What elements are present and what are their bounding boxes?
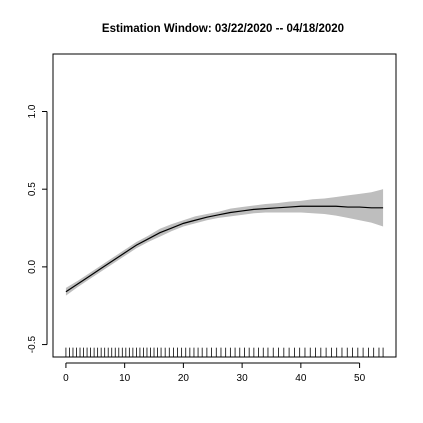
- rug-layer: [65, 347, 384, 357]
- x-tick-label: 0: [63, 373, 69, 384]
- confidence-band: [65, 189, 384, 296]
- x-tick-label: 40: [295, 373, 307, 384]
- x-axis: 0 10 20 30 40 50: [63, 362, 366, 384]
- x-tick-label: 20: [178, 373, 190, 384]
- y-axis: -0.5 0.0 0.5 1.0: [27, 104, 48, 354]
- y-tick-label: -0.5: [27, 336, 38, 354]
- fit-line: [65, 205, 384, 293]
- x-tick-label: 30: [237, 373, 249, 384]
- y-tick-label: 0.0: [27, 259, 38, 273]
- chart-title: Estimation Window: 03/22/2020 -- 04/18/2…: [102, 23, 344, 35]
- x-tick-label: 10: [119, 373, 131, 384]
- y-tick-label: 1.0: [27, 104, 38, 118]
- fit-line-layer: [65, 205, 384, 293]
- plot-frame: [52, 53, 397, 358]
- x-tick-label: 50: [354, 373, 366, 384]
- y-tick-label: 0.5: [27, 182, 38, 196]
- confidence-band-layer: [65, 189, 384, 296]
